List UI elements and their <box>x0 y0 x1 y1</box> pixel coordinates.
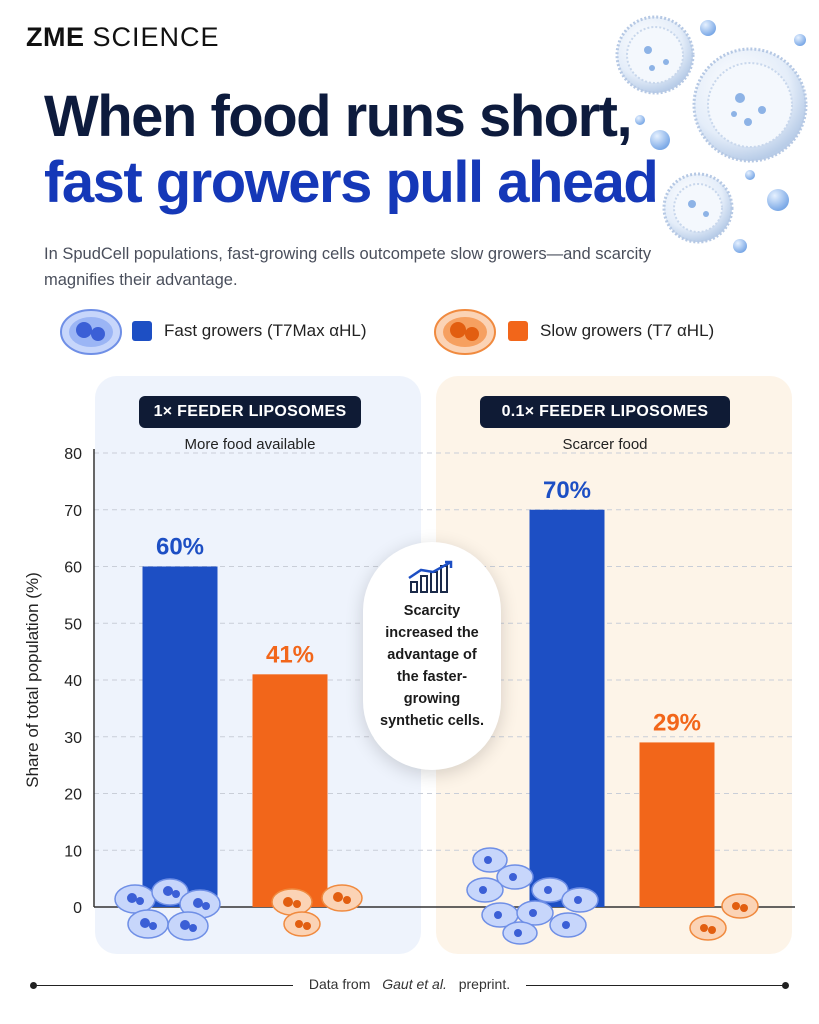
brand-rest: SCIENCE <box>92 22 220 52</box>
y-tick-label: 40 <box>64 673 82 690</box>
y-tick-label: 50 <box>64 616 82 633</box>
panel-1x-pill: 1× FEEDER LIPOSOMES <box>139 396 361 428</box>
insight-callout: Scarcity increased the advantage of the … <box>363 542 501 770</box>
footer-source: Data from Gaut et al. preprint. <box>0 976 819 992</box>
footer-rule-right <box>525 985 783 986</box>
bar <box>639 742 715 907</box>
page-title: When food runs short, fast growers pull … <box>44 84 659 216</box>
legend-slow: Slow growers (T7 αHL) <box>508 321 714 341</box>
legend-fast: Fast growers (T7Max αHL) <box>132 321 367 341</box>
y-tick-label: 60 <box>64 560 82 577</box>
bar <box>252 674 328 907</box>
y-tick-label: 80 <box>64 446 82 463</box>
brand-bold: ZME <box>26 22 85 52</box>
data-label: 29% <box>653 709 701 736</box>
liposome-illustration-icon <box>615 15 808 253</box>
footer-dot-right <box>782 982 789 989</box>
slow-cell-icon <box>434 309 496 355</box>
legend-fast-swatch <box>132 321 152 341</box>
data-label: 70% <box>543 477 591 504</box>
y-axis-label: Share of total population (%) <box>23 572 42 787</box>
footer-rule-left <box>34 985 294 986</box>
y-tick-label: 0 <box>73 900 82 917</box>
rising-chart-icon <box>408 560 453 593</box>
y-tick-label: 70 <box>64 503 82 520</box>
y-tick-label: 30 <box>64 730 82 747</box>
title-line-2: fast growers pull ahead <box>44 150 659 215</box>
subtitle: In SpudCell populations, fast-growing ce… <box>44 245 652 289</box>
panel-0-1x-pill: 0.1× FEEDER LIPOSOMES <box>480 396 730 428</box>
slow-cell-cluster-right-icon <box>689 893 759 941</box>
footer-prefix: Data from <box>300 976 383 992</box>
panel-0-1x-tag: Scarcer food <box>562 436 648 453</box>
legend-slow-label: Slow growers (T7 αHL) <box>540 321 715 340</box>
fast-cell-cluster-right-icon <box>466 847 599 945</box>
title-line-1: When food runs short, <box>44 84 633 149</box>
panel-1x-tag: More food available <box>184 436 316 453</box>
footer-suffix: preprint. <box>446 976 519 992</box>
callout-text: Scarcity increased the advantage of the … <box>380 603 484 729</box>
bar <box>142 566 218 907</box>
fast-cell-icon <box>60 309 122 355</box>
legend-slow-swatch <box>508 321 528 341</box>
brand-logo: ZME SCIENCE <box>26 22 220 53</box>
y-tick-label: 10 <box>64 843 82 860</box>
slow-cell-cluster-left-icon <box>271 884 363 937</box>
footer-italic: Gaut et al. <box>382 976 447 992</box>
data-label: 60% <box>156 534 204 561</box>
legend-fast-label: Fast growers (T7Max αHL) <box>164 321 367 340</box>
footer-dot-left <box>30 982 37 989</box>
data-label: 41% <box>266 641 314 668</box>
fast-cell-cluster-left-icon <box>114 878 221 941</box>
y-tick-label: 20 <box>64 787 82 804</box>
bar <box>529 509 605 907</box>
